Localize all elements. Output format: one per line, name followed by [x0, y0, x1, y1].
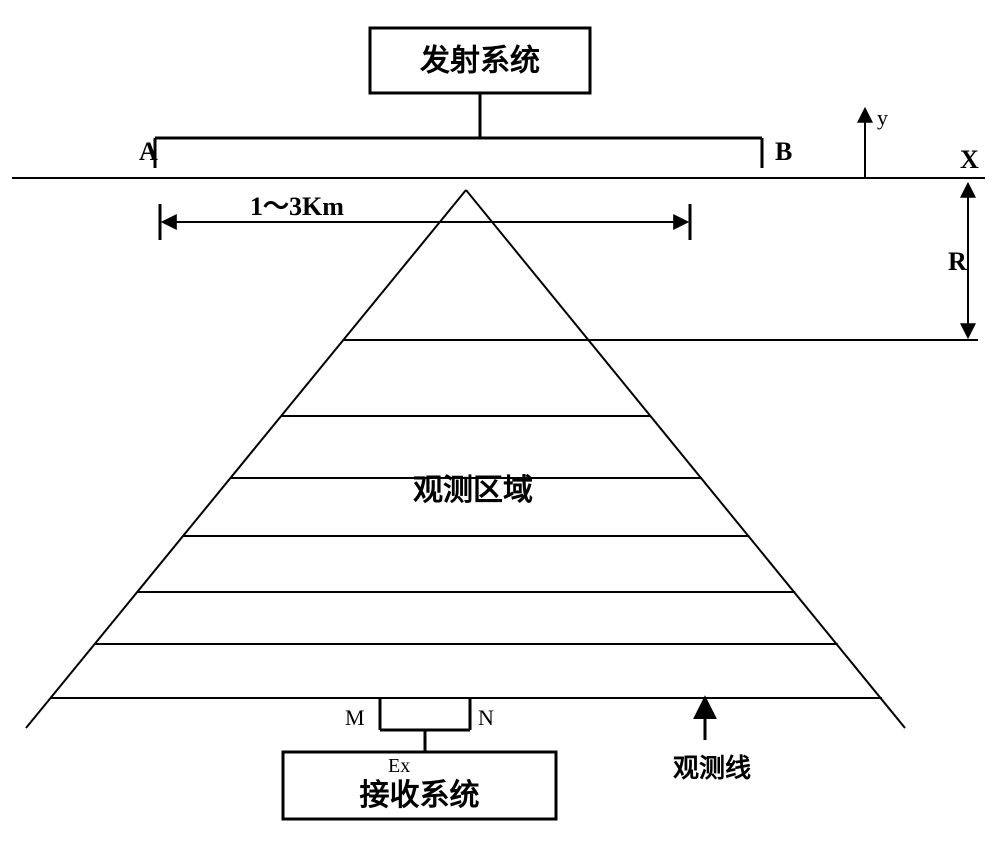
x-axis-label: X [960, 145, 979, 174]
y-axis-label: y [877, 105, 888, 130]
r-span-label: R [948, 247, 967, 276]
endpoint-b-label: B [775, 137, 792, 166]
receiver-m-label: M [345, 705, 365, 730]
diagram-canvas: 发射系统 A By X 1～3Km R 观测区域 M N Ex接收系统 观测线 [0, 0, 1000, 842]
endpoint-a-label: A [139, 137, 158, 166]
transmit-system-label: 发射系统 [419, 44, 540, 78]
observation-region-label: 观测区域 [413, 474, 533, 507]
receiver-system-label: 接收系统 [360, 778, 480, 812]
receiver-n-label: N [478, 705, 494, 730]
observation-line-label: 观测线 [673, 754, 751, 783]
dipole-span-label: 1～3Km [250, 192, 344, 221]
triangle-right-side [466, 190, 905, 728]
receiver-ex-label: Ex [388, 755, 410, 777]
triangle-left-side [26, 190, 466, 728]
